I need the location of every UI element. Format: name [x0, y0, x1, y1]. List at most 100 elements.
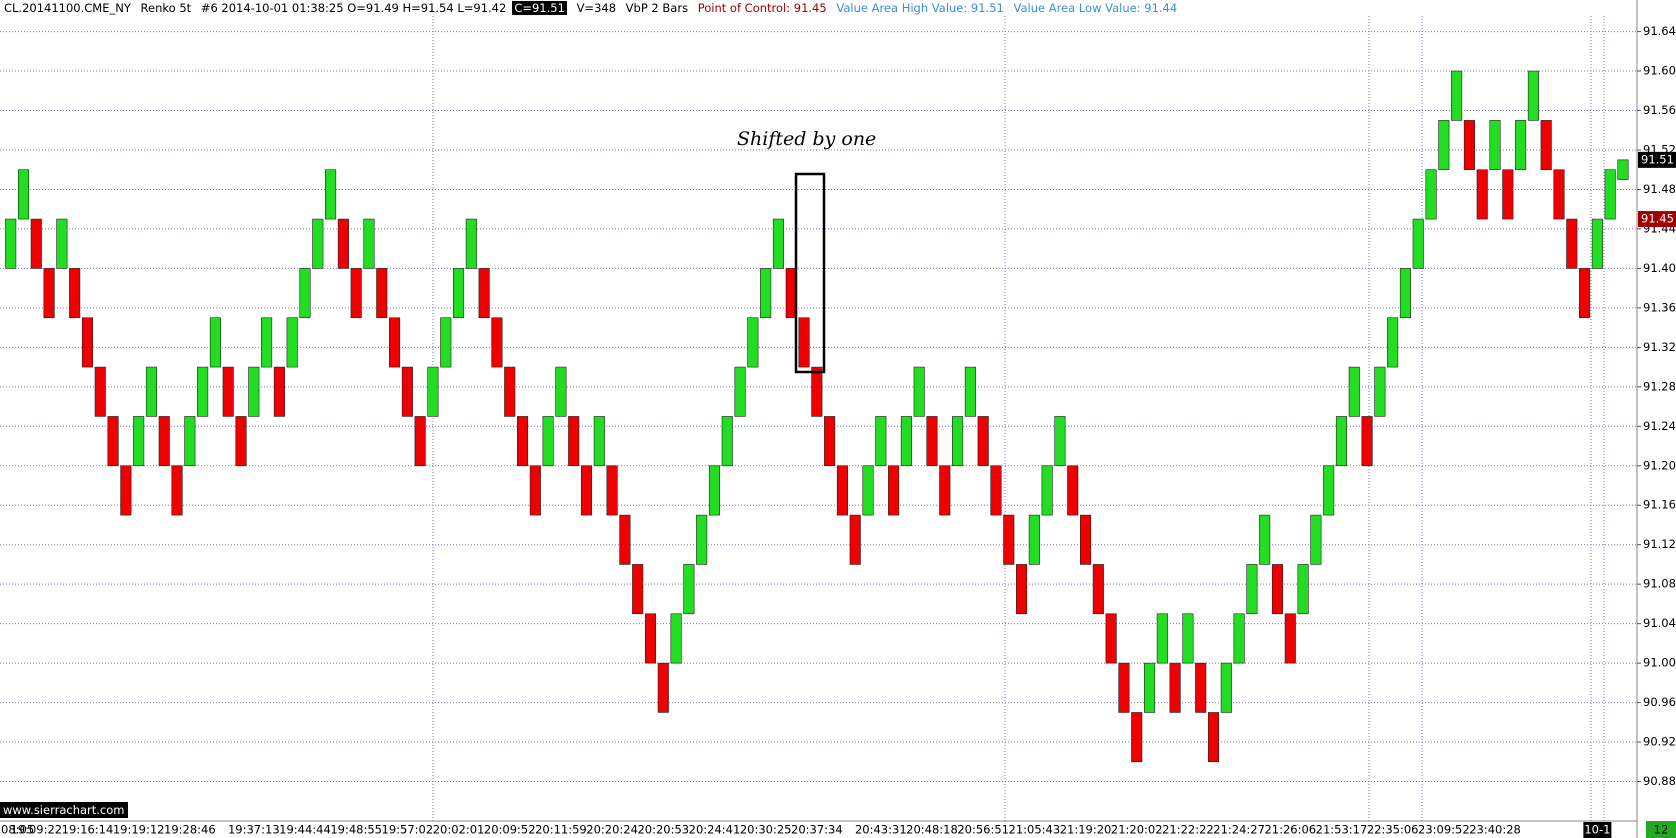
x-tick-label: 23:09:52: [1418, 823, 1470, 837]
brick: [900, 416, 912, 467]
brick: [1579, 268, 1591, 319]
countdown-box: [1646, 821, 1676, 838]
x-tick-label: 10-1: [1584, 823, 1610, 837]
brick: [1399, 268, 1411, 319]
brick: [158, 416, 170, 467]
brick: [1310, 514, 1322, 565]
brick: [1246, 564, 1258, 615]
brick: [184, 416, 196, 467]
brick: [43, 268, 55, 319]
countdown: 12: [1654, 823, 1669, 837]
x-tick-label: 19:37:13: [228, 823, 280, 837]
brick: [376, 268, 388, 319]
y-tick-label: 91.56: [1643, 103, 1676, 117]
brick: [427, 366, 439, 417]
brick: [1412, 218, 1424, 269]
x-tick-label: 19:28:46: [164, 823, 216, 837]
x-tick-label: 20:30:25: [740, 823, 792, 837]
brick: [1361, 416, 1373, 467]
x-tick-label: 21:05:43: [1009, 823, 1061, 837]
brick: [1054, 416, 1066, 467]
brick: [990, 465, 1002, 516]
brick: [1387, 317, 1399, 368]
x-tick-label: 19:19:12: [113, 823, 165, 837]
brick: [491, 317, 503, 368]
bar-type: Renko 5t: [140, 1, 192, 15]
brick: [811, 366, 823, 417]
brick: [30, 218, 42, 269]
brick: [363, 218, 375, 269]
brick: [325, 169, 337, 220]
brick: [81, 317, 94, 368]
y-tick-label: 91.40: [1643, 261, 1676, 275]
brick: [734, 366, 746, 417]
volume-info: V=348: [576, 1, 617, 15]
bricks: [5, 70, 1629, 763]
brick: [222, 366, 234, 417]
y-tick-label: 91.28: [1643, 379, 1676, 393]
x-tick-label: 19:09:22: [10, 823, 62, 837]
brick: [273, 366, 285, 417]
brick: [1617, 159, 1629, 180]
brick: [1489, 120, 1501, 171]
brick: [440, 317, 452, 368]
brick: [913, 366, 925, 417]
x-tick-label: 19:16:14: [62, 823, 114, 837]
brick: [107, 416, 119, 467]
brick: [1438, 120, 1450, 171]
brick: [1348, 366, 1360, 417]
date-marker-box: [1583, 822, 1612, 838]
y-tick-label: 91.20: [1643, 458, 1676, 472]
brick: [760, 268, 772, 319]
brick: [670, 613, 682, 664]
brick: [1233, 613, 1245, 664]
brick: [1118, 662, 1130, 713]
close-info: C=91.51: [512, 1, 567, 15]
brick: [657, 662, 669, 713]
x-tick-label: 20:11:59: [535, 823, 587, 837]
brick: [849, 514, 861, 565]
brick: [337, 218, 349, 269]
brick: [120, 465, 132, 516]
brick: [580, 465, 593, 516]
x-tick-label: 23:40:28: [1469, 823, 1521, 837]
x-tick-label: 19:44:44: [279, 823, 331, 837]
brick: [644, 613, 657, 664]
brick: [529, 465, 541, 516]
vah-info: Value Area High Value: 91.51: [836, 1, 1004, 15]
brick: [261, 317, 273, 368]
x-tick-label: 20:48:18: [906, 823, 958, 837]
x-tick-label: 19:57:02: [382, 823, 434, 837]
brick: [133, 416, 145, 467]
brick: [1463, 120, 1475, 171]
brick: [312, 218, 324, 269]
brick: [197, 366, 209, 417]
brick: [1297, 564, 1309, 615]
brick: [619, 514, 631, 565]
brick: [747, 317, 759, 368]
annotation: Shifted by one: [737, 128, 877, 150]
brick: [606, 465, 618, 516]
brick: [1207, 712, 1220, 763]
brick: [862, 465, 874, 516]
y-tick-label: 91.32: [1643, 340, 1676, 354]
brick: [401, 366, 413, 417]
x-tick-label: 20:56:51: [957, 823, 1009, 837]
brick: [542, 416, 554, 467]
brick: [1604, 169, 1616, 220]
brick: [452, 268, 465, 319]
brick: [555, 366, 567, 417]
brick: [1028, 514, 1040, 565]
brick: [1553, 169, 1565, 220]
x-tick-label: 21:26:06: [1264, 823, 1316, 837]
brick: [1182, 613, 1194, 664]
brick: [708, 465, 721, 516]
y-tick-label: 91.12: [1643, 537, 1676, 551]
x-tick-label: 21:20:02: [1111, 823, 1163, 837]
brick: [964, 366, 976, 417]
brick: [696, 514, 708, 565]
brick: [1003, 514, 1015, 565]
watermark: www.sierrachart.com: [0, 802, 128, 818]
brick: [389, 317, 401, 368]
